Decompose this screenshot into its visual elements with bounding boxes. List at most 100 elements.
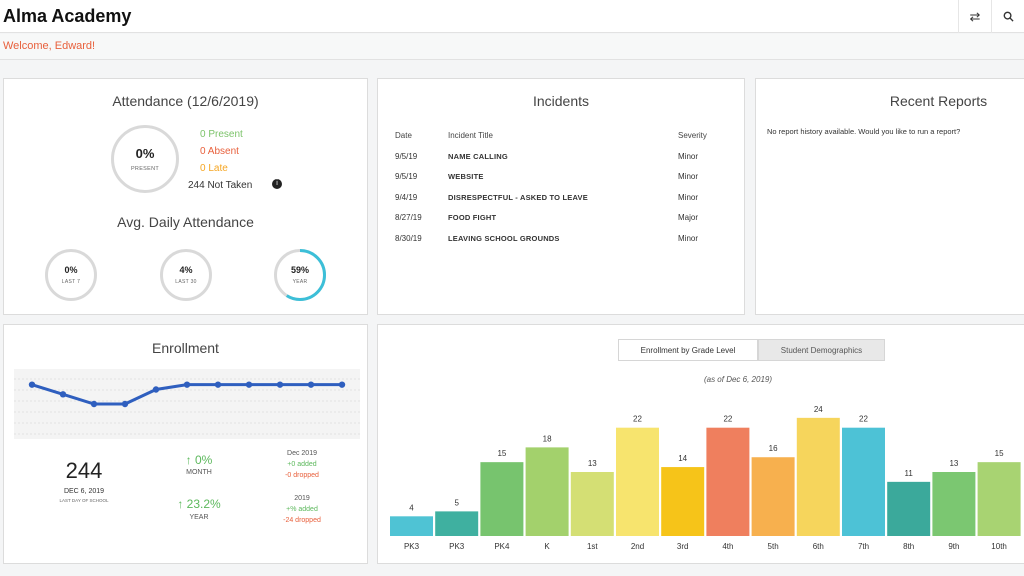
year-dropped: -24 dropped [283,517,321,524]
incidents-card: Incidents Date Incident Title Severity 9… [377,78,745,315]
avg-last7-value: 0% [64,265,78,275]
incident-severity: Minor [678,193,699,202]
grade-bar[interactable] [706,427,750,536]
bar-category-label: PK3 [404,542,420,551]
grade-bar[interactable] [525,447,569,536]
grade-bar[interactable] [570,472,614,536]
trend-point [90,400,98,408]
bar-category-label: 7th [858,542,869,551]
present-value: 0% [135,146,155,161]
incident-date: 9/5/19 [395,172,418,181]
transfer-icon[interactable]: ⇄ [958,0,991,33]
dec-added: +0 added [287,461,317,468]
dec-period-label: Dec 2019 [287,450,317,457]
bar-value-label: 13 [588,459,597,468]
incidents-title: Incidents [532,93,590,109]
enrollment-title: Enrollment [152,340,219,356]
bar-value-label: 13 [949,459,958,468]
incident-date: 8/27/19 [395,213,422,222]
welcome-bar: Welcome, Edward! [0,34,1024,60]
grade-bar[interactable] [977,462,1021,536]
grade-chart-card: Enrollment by Grade Level Student Demogr… [377,324,1024,564]
attendance-card: Attendance (12/6/2019) 0% PRESENT 0 Pres… [3,78,368,315]
grade-bar[interactable] [887,481,931,536]
bar-value-label: 22 [859,415,868,424]
bar-category-label: 2nd [631,542,644,551]
bar-category-label: PK3 [449,542,465,551]
bar-category-label: 1st [587,542,598,551]
bar-category-label: 8th [903,542,914,551]
avg-ring-year: 59% YEAR [274,249,326,301]
enrollment-total-sub: LAST DAY OF SCHOOL [59,498,109,503]
search-icon[interactable] [991,0,1024,33]
bar-value-label: 15 [497,449,506,458]
month-change: ↑ 0% [185,453,213,467]
incident-date: 9/4/19 [395,193,418,202]
bar-category-label: 3rd [677,542,689,551]
incidents-header-date: Date [395,131,412,140]
grade-chart-subtitle: (as of Dec 6, 2019) [703,375,773,384]
trend-point [214,381,222,388]
incident-title: LEAVING SCHOOL GROUNDS [448,234,560,243]
bar-value-label: 22 [633,415,642,424]
trend-point [307,381,315,388]
grade-bar[interactable] [842,427,885,536]
grade-bar[interactable] [932,472,976,536]
info-icon[interactable]: i [272,179,282,189]
incident-title: NAME CALLING [448,152,508,161]
top-bar: Alma Academy ⇄ [0,0,1024,33]
year-added: +% added [286,506,318,513]
trend-point [276,381,284,388]
bar-category-label: 10th [991,542,1007,551]
incident-date: 9/5/19 [395,152,418,161]
avg-last30-label: LAST 30 [175,279,197,285]
incident-severity: Major [678,213,699,222]
avg-attendance-title: Avg. Daily Attendance [117,214,254,230]
enrollment-total: 244 [65,458,103,483]
bar-category-label: 4th [722,542,733,551]
grade-bar[interactable] [751,457,795,536]
bar-value-label: 24 [814,405,823,414]
avg-last7-label: LAST 7 [61,279,81,285]
present-ring: 0% PRESENT [111,125,179,193]
trend-point [59,391,67,398]
trend-point [28,381,36,388]
app-title: Alma Academy [3,6,132,26]
incidents-header-severity: Severity [678,131,707,140]
trend-point [152,386,160,393]
trend-point [121,400,129,408]
incidents-header-title: Incident Title [448,131,493,140]
avg-year-value: 59% [290,265,309,275]
trend-point [338,381,346,388]
grade-bar[interactable] [390,516,433,536]
avg-ring-last7: 0% LAST 7 [45,249,97,301]
year-period-label: 2019 [294,495,310,502]
bar-value-label: 5 [454,498,459,507]
bar-value-label: 15 [995,449,1004,458]
bar-value-label: 22 [723,415,732,424]
avg-last30-value: 4% [179,265,193,275]
year-label: YEAR [189,514,209,521]
recent-reports-message[interactable]: No report history available. Would you l… [767,127,961,136]
present-label: PRESENT [130,166,160,172]
grade-bar[interactable] [796,417,840,536]
year-change: ↑ 23.2% [177,497,221,511]
trend-point [183,381,191,388]
month-label: MONTH [186,469,212,476]
incident-title: WEBSITE [448,172,484,181]
bar-value-label: 4 [409,503,414,512]
bar-value-label: 18 [543,434,552,443]
attendance-title: Attendance (12/6/2019) [112,93,259,109]
tab-student-demographics[interactable]: Student Demographics [758,339,885,361]
top-icons: ⇄ [958,0,1024,33]
grade-bar[interactable] [661,467,705,536]
grade-bar[interactable] [435,511,479,536]
grade-bar[interactable] [616,427,659,536]
enrollment-card: Enrollment 244 DEC 6, 2019 LAST DAY OF S… [3,324,368,564]
grade-bar[interactable] [480,462,524,536]
bar-category-label: 9th [948,542,959,551]
recent-reports-title: Recent Reports [889,93,988,109]
tab-enrollment-by-grade[interactable]: Enrollment by Grade Level [618,339,758,361]
avg-ring-last30: 4% LAST 30 [160,249,212,301]
year-progress-ring [274,249,326,301]
